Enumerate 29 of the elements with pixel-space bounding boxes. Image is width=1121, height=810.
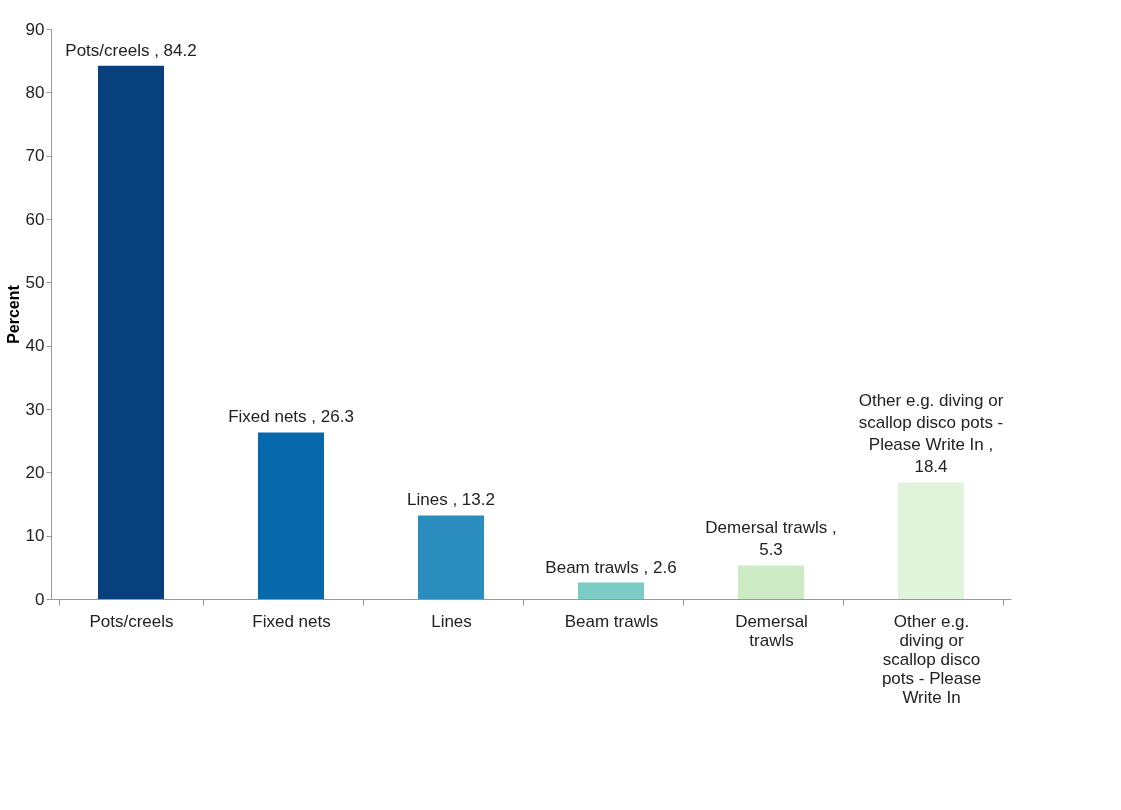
bar [898,482,964,599]
bar [578,582,644,599]
x-tick-label: Other e.g. diving or scallop disco pots - Please Write In [881,611,982,707]
y-tick-label: 50 [25,272,45,292]
data-label: Other e.g. diving or scallop disco pots - Please Write In , 18.4 [858,391,1004,477]
y-tick-label: 80 [25,82,45,102]
y-tick-label: 90 [25,19,45,39]
y-tick-label: 30 [25,399,45,419]
x-tick-label: Fixed nets [252,611,331,631]
data-label: Beam trawls , 2.6 [545,557,677,577]
y-tick-label: 40 [25,336,45,356]
data-label: Lines , 13.2 [407,490,495,510]
y-axis-title: Percent [4,284,22,344]
data-label: Pots/creels , 84.2 [65,40,197,60]
y-tick-label: 20 [25,462,45,482]
bar [258,432,324,599]
bar [98,65,164,599]
data-label: Demersal trawls , 5.3 [705,518,837,560]
y-tick-label: 10 [25,526,45,546]
x-tick-label: Pots/creels [89,611,174,631]
x-tick-label: Lines [431,611,472,631]
data-label: Fixed nets , 26.3 [228,407,354,427]
bar [418,515,484,599]
y-tick-label: 70 [25,146,45,166]
y-tick-label: 0 [35,589,45,609]
x-tick-label: Demersal trawls [735,611,808,650]
x-tick-label: Beam trawls [564,611,659,631]
y-tick-label: 60 [25,209,45,229]
bar [738,565,804,599]
